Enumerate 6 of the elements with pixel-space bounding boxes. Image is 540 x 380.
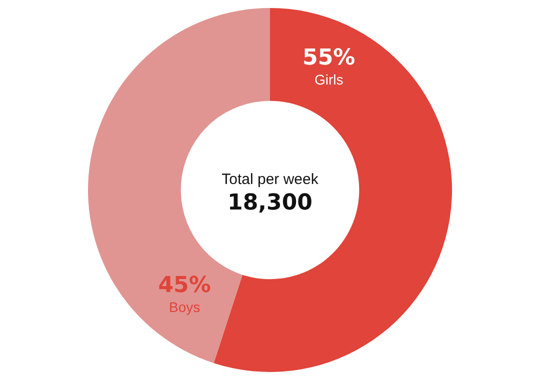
slice-label: Boys (169, 299, 200, 316)
data-label: 55% (302, 46, 356, 71)
text: 18,300 (228, 190, 312, 216)
data-label: 45% (158, 273, 211, 298)
slice-label: Girls (314, 72, 344, 88)
text: Total per week (222, 171, 319, 188)
